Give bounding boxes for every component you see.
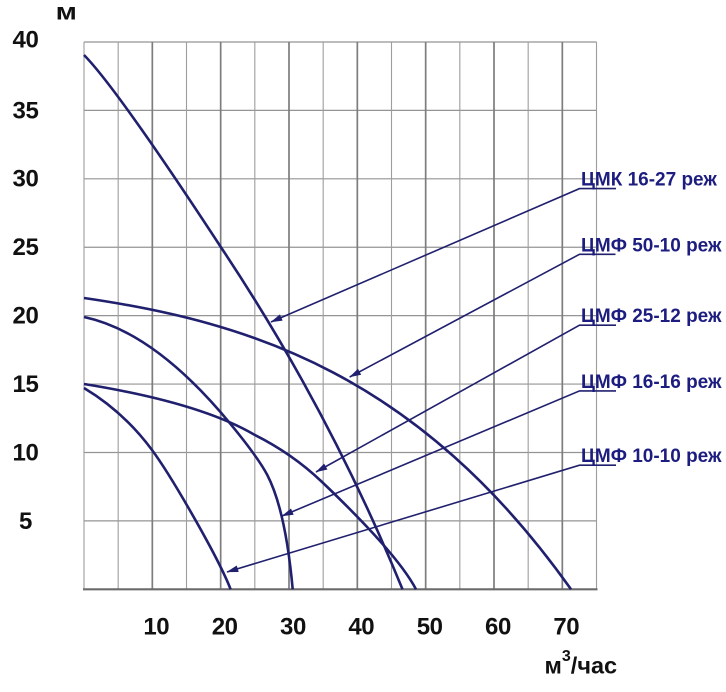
svg-text:ЦМФ 10-10 реж: ЦМФ 10-10 реж xyxy=(581,446,722,467)
svg-text:30: 30 xyxy=(280,613,306,640)
svg-text:25: 25 xyxy=(13,234,39,261)
svg-text:30: 30 xyxy=(13,166,39,193)
svg-text:60: 60 xyxy=(485,613,511,640)
svg-text:м3/час: м3/час xyxy=(545,648,618,679)
svg-text:ЦМФ 50-10 реж: ЦМФ 50-10 реж xyxy=(581,235,722,256)
svg-text:15: 15 xyxy=(13,371,39,398)
svg-text:5: 5 xyxy=(19,508,32,535)
svg-text:40: 40 xyxy=(13,26,39,53)
svg-text:20: 20 xyxy=(13,303,39,330)
svg-text:50: 50 xyxy=(417,613,443,640)
svg-text:ЦМК 16-27 реж: ЦМК 16-27 реж xyxy=(581,170,717,191)
svg-text:70: 70 xyxy=(553,613,579,640)
svg-text:35: 35 xyxy=(13,97,39,124)
svg-text:ЦМФ 25-12 реж: ЦМФ 25-12 реж xyxy=(581,306,722,327)
svg-text:ЦМФ 16-16 реж: ЦМФ 16-16 реж xyxy=(581,372,722,393)
svg-text:10: 10 xyxy=(13,439,39,466)
svg-text:20: 20 xyxy=(212,613,238,640)
svg-text:40: 40 xyxy=(348,613,374,640)
svg-text:м: м xyxy=(56,0,77,25)
svg-text:10: 10 xyxy=(143,613,169,640)
